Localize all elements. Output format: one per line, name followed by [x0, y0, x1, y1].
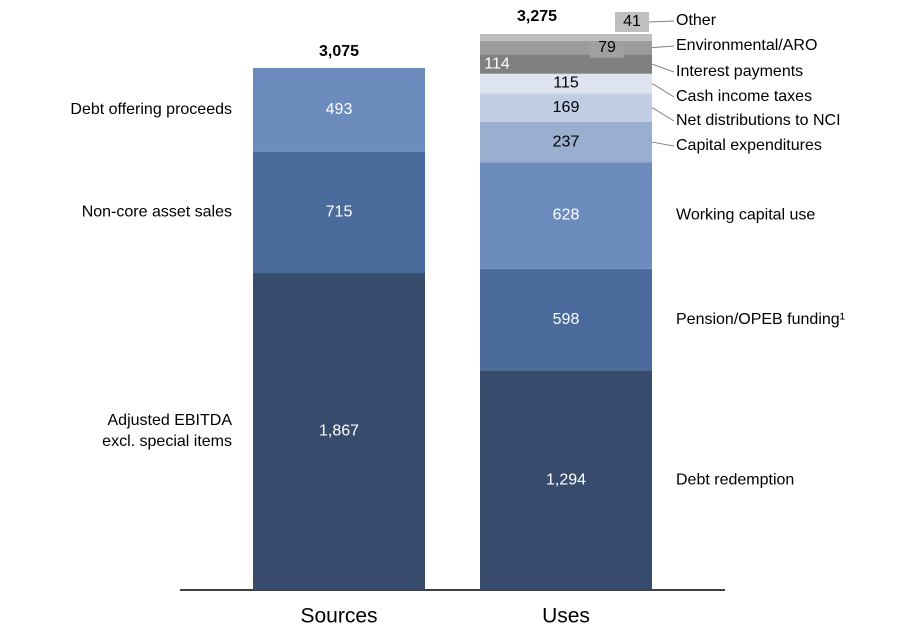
segment-name: Environmental/ARO: [676, 37, 817, 54]
bar-segment: [480, 268, 652, 371]
value-label: 237: [553, 133, 580, 150]
value-label: 493: [326, 101, 353, 118]
label-box: [590, 37, 624, 58]
bar-segment: [480, 93, 652, 122]
bar-segment: [253, 273, 425, 590]
bar-segment: [480, 73, 652, 94]
bar-segment: [480, 54, 652, 74]
leader-line: [648, 20, 675, 23]
segment-name: Other: [676, 12, 717, 29]
x-tick-label: Uses: [542, 605, 590, 628]
segment-name: Cash income taxes: [676, 88, 812, 105]
total-label: 3,275: [517, 8, 557, 25]
label-box: [615, 12, 649, 32]
leader-line: [651, 83, 675, 98]
segment-name: Net distributions to NCI: [676, 112, 841, 129]
leader-line: [651, 63, 675, 73]
segment-name: Debt redemption: [676, 471, 794, 488]
segment-name: Adjusted EBITDA: [108, 412, 233, 429]
segment-name: Pension/OPEB funding¹: [676, 311, 845, 328]
bar-segment: [480, 34, 652, 41]
leader-line: [651, 107, 675, 122]
bar-segment: [253, 67, 425, 152]
segment-name: Capital expenditures: [676, 137, 822, 154]
value-label: 79: [598, 39, 616, 56]
segment-name: Non-core asset sales: [82, 204, 232, 221]
leader-line: [651, 45, 675, 49]
bar-segment: [480, 121, 652, 163]
segment-name: Interest payments: [676, 63, 803, 80]
value-label: 1,867: [319, 423, 359, 440]
value-label: 114: [484, 55, 510, 72]
segment-name: Working capital use: [676, 207, 815, 224]
value-label: 628: [553, 207, 580, 224]
leader-line: [651, 141, 675, 147]
bar-segment: [480, 40, 652, 55]
segment-name: excl. special items: [102, 433, 232, 450]
value-label: 169: [553, 99, 580, 116]
segment-name: Debt offering proceeds: [70, 101, 232, 118]
value-label: 715: [326, 204, 353, 221]
x-tick-label: Sources: [300, 605, 377, 628]
value-label: 1,294: [546, 471, 586, 488]
total-label: 3,075: [319, 43, 359, 60]
bar-segment: [480, 370, 652, 590]
bar-segment: [253, 151, 425, 274]
bar-segment: [480, 162, 652, 269]
value-label: 115: [553, 75, 579, 92]
value-label: 41: [623, 13, 641, 30]
value-label: 598: [553, 311, 580, 328]
